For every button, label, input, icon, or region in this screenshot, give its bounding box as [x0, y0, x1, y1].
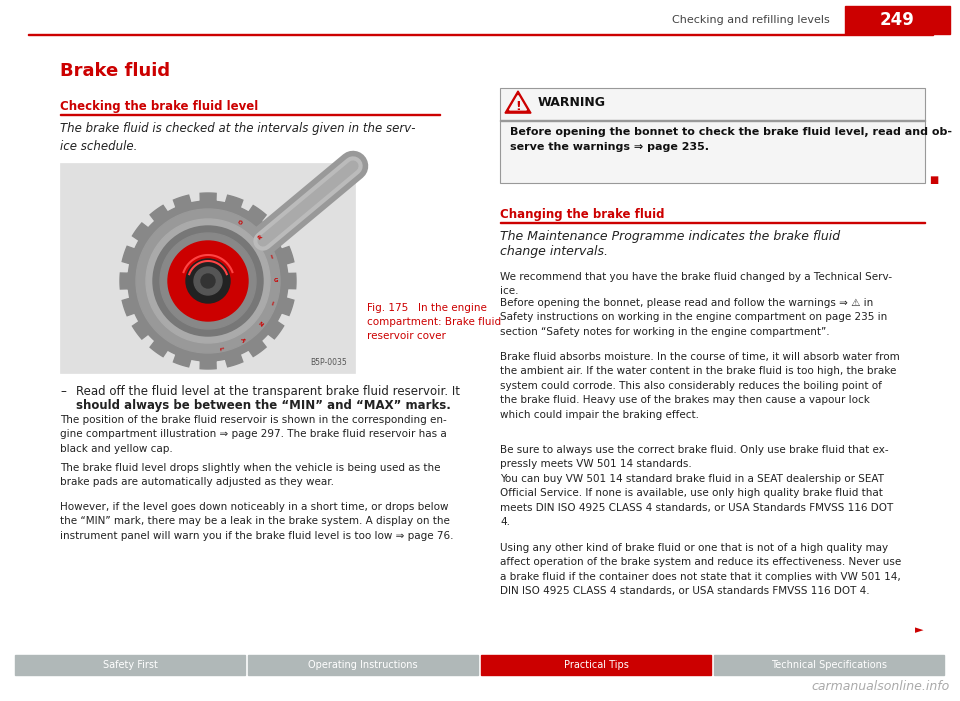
Polygon shape — [177, 245, 239, 317]
Text: compartment: Brake fluid: compartment: Brake fluid — [367, 317, 501, 327]
Text: Brake fluid absorbs moisture. In the course of time, it will absorb water from
t: Brake fluid absorbs moisture. In the cou… — [500, 352, 900, 420]
Circle shape — [184, 257, 232, 305]
Circle shape — [200, 273, 216, 289]
Circle shape — [186, 259, 230, 303]
Text: L: L — [217, 346, 223, 350]
Text: A: A — [239, 336, 245, 343]
Text: Fig. 175   In the engine: Fig. 175 In the engine — [367, 303, 487, 313]
Circle shape — [168, 241, 248, 321]
Text: Checking and refilling levels: Checking and refilling levels — [672, 15, 830, 25]
Text: WARNING: WARNING — [538, 96, 606, 109]
Circle shape — [160, 233, 256, 329]
Text: Read off the fluid level at the transparent brake fluid reservoir. It: Read off the fluid level at the transpar… — [76, 385, 460, 398]
Text: You can buy VW 501 14 standard brake fluid in a SEAT dealership or SEAT
Official: You can buy VW 501 14 standard brake flu… — [500, 474, 893, 527]
Text: G: G — [274, 278, 278, 283]
Text: –: – — [60, 385, 66, 398]
Text: R: R — [257, 234, 263, 240]
Text: Before opening the bonnet, please read and follow the warnings ⇒ ⚠ in
Safety ins: Before opening the bonnet, please read a… — [500, 298, 887, 336]
Text: !: ! — [516, 100, 521, 114]
Polygon shape — [120, 193, 296, 369]
Text: Technical Specifications: Technical Specifications — [771, 660, 887, 670]
Text: Brake fluid: Brake fluid — [60, 62, 170, 80]
Bar — [28, 34, 933, 35]
Bar — [60, 163, 355, 373]
Text: N: N — [256, 321, 263, 328]
Text: serve the warnings ⇒ page 235.: serve the warnings ⇒ page 235. — [510, 142, 709, 152]
Text: ►: ► — [915, 625, 923, 635]
Text: The brake fluid is checked at the intervals given in the serv-
ice schedule.: The brake fluid is checked at the interv… — [60, 122, 416, 154]
Text: The Maintenance Programme indicates the brake fluid: The Maintenance Programme indicates the … — [500, 230, 840, 243]
Text: We recommend that you have the brake fluid changed by a Technical Serv-
ice.: We recommend that you have the brake flu… — [500, 272, 892, 297]
Text: 249: 249 — [879, 11, 915, 29]
Bar — [248, 655, 478, 675]
Polygon shape — [505, 91, 531, 113]
Bar — [500, 222, 925, 223]
Text: carmanualsonline.info: carmanualsonline.info — [812, 680, 950, 693]
Bar — [500, 120, 925, 121]
Text: should always be between the “MIN” and “MAX” marks.: should always be between the “MIN” and “… — [76, 399, 451, 412]
Text: Be sure to always use the correct brake fluid. Only use brake fluid that ex-
pre: Be sure to always use the correct brake … — [500, 445, 889, 470]
Text: Practical Tips: Practical Tips — [564, 660, 629, 670]
Text: Using any other kind of brake fluid or one that is not of a high quality may
aff: Using any other kind of brake fluid or o… — [500, 543, 901, 596]
Text: ■: ■ — [929, 175, 938, 185]
Bar — [845, 6, 950, 34]
Text: I: I — [270, 301, 274, 307]
Circle shape — [201, 274, 215, 288]
Bar — [481, 655, 711, 675]
Text: B5P-0035: B5P-0035 — [310, 358, 347, 367]
Text: Checking the brake fluid level: Checking the brake fluid level — [60, 100, 258, 113]
Text: Safety First: Safety First — [103, 660, 157, 670]
Text: The position of the brake fluid reservoir is shown in the corresponding en-
gine: The position of the brake fluid reservoi… — [60, 415, 446, 454]
Text: change intervals.: change intervals. — [500, 245, 608, 258]
Text: O: O — [239, 219, 246, 225]
Text: Changing the brake fluid: Changing the brake fluid — [500, 208, 664, 221]
Bar — [500, 88, 925, 183]
Circle shape — [176, 249, 240, 313]
Bar — [714, 655, 944, 675]
Circle shape — [194, 267, 222, 295]
Text: The brake fluid level drops slightly when the vehicle is being used as the
brake: The brake fluid level drops slightly whe… — [60, 463, 441, 487]
Circle shape — [136, 209, 280, 353]
Text: However, if the level goes down noticeably in a short time, or drops below
the “: However, if the level goes down noticeab… — [60, 502, 453, 540]
Text: I: I — [270, 255, 274, 261]
Polygon shape — [510, 95, 526, 110]
Circle shape — [194, 267, 222, 295]
Text: reservoir cover: reservoir cover — [367, 331, 445, 341]
Circle shape — [146, 219, 270, 343]
Text: Operating Instructions: Operating Instructions — [308, 660, 418, 670]
Bar — [60, 114, 440, 115]
Bar — [15, 655, 245, 675]
Text: Before opening the bonnet to check the brake fluid level, read and ob-: Before opening the bonnet to check the b… — [510, 127, 952, 137]
Circle shape — [153, 226, 263, 336]
